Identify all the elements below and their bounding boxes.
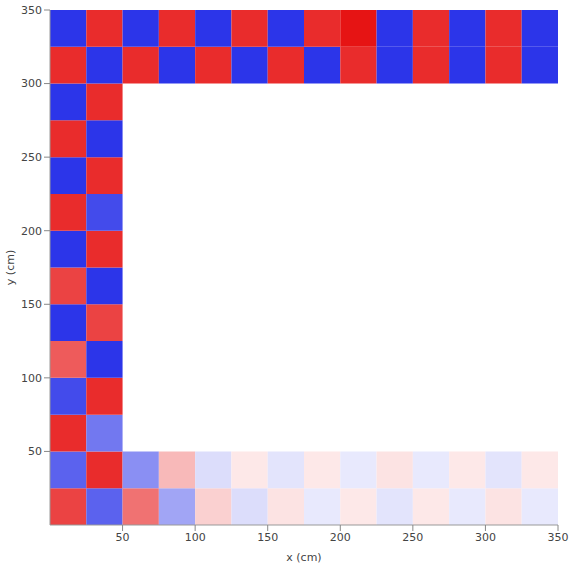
svg-text:100: 100: [21, 372, 42, 385]
svg-text:150: 150: [257, 531, 278, 544]
svg-text:250: 250: [21, 151, 42, 164]
svg-text:300: 300: [21, 77, 42, 90]
svg-text:x (cm): x (cm): [286, 551, 321, 564]
svg-text:200: 200: [330, 531, 351, 544]
svg-text:250: 250: [402, 531, 423, 544]
svg-text:350: 350: [21, 4, 42, 17]
svg-text:100: 100: [185, 531, 206, 544]
svg-text:300: 300: [475, 531, 496, 544]
svg-text:50: 50: [28, 445, 42, 458]
svg-text:350: 350: [548, 531, 569, 544]
svg-text:150: 150: [21, 298, 42, 311]
svg-text:50: 50: [116, 531, 130, 544]
svg-text:200: 200: [21, 225, 42, 238]
svg-text:y (cm): y (cm): [4, 250, 17, 285]
